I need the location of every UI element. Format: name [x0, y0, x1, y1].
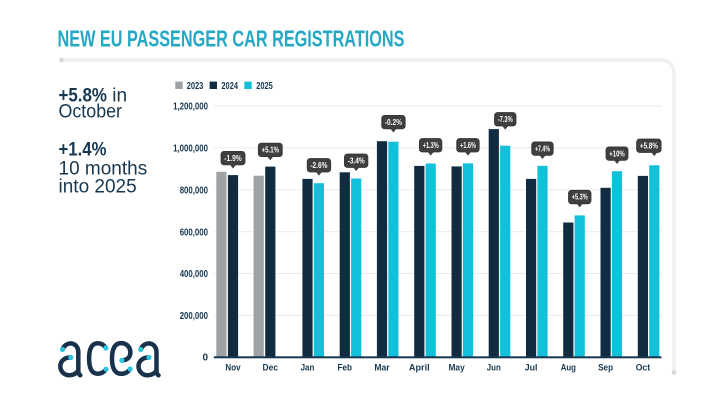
svg-text:Feb: Feb	[338, 362, 353, 372]
svg-text:-1.9%: -1.9%	[224, 154, 242, 163]
svg-text:Jun: Jun	[487, 362, 501, 372]
svg-text:April: April	[409, 362, 430, 372]
svg-text:Mar: Mar	[374, 362, 390, 372]
svg-text:into 2025: into 2025	[59, 177, 137, 198]
svg-text:+5.8% in: +5.8% in	[59, 86, 128, 107]
svg-text:0: 0	[202, 353, 208, 364]
svg-text:10 months: 10 months	[59, 159, 148, 180]
svg-text:May: May	[449, 362, 465, 372]
svg-text:Jan: Jan	[301, 362, 315, 372]
svg-text:-3.4%: -3.4%	[348, 156, 365, 165]
svg-text:+7.4%: +7.4%	[535, 144, 550, 153]
svg-text:-7.3%: -7.3%	[498, 115, 513, 124]
svg-text:+5.8%: +5.8%	[640, 141, 658, 150]
svg-text:-2.6%: -2.6%	[310, 161, 327, 170]
svg-text:Aug: Aug	[561, 362, 576, 372]
svg-text:+1.6%: +1.6%	[460, 141, 476, 150]
svg-text:600,000: 600,000	[180, 227, 209, 238]
svg-text:+1.3%: +1.3%	[423, 141, 439, 150]
svg-text:+5.3%: +5.3%	[572, 193, 588, 202]
svg-text:NEW EU PASSENGER CAR REGISTRAT: NEW EU PASSENGER CAR REGISTRATIONS	[58, 26, 405, 52]
svg-text:Nov: Nov	[225, 362, 240, 372]
svg-text:1,000,000: 1,000,000	[173, 144, 208, 155]
svg-text:1,200,000: 1,200,000	[173, 102, 208, 113]
svg-text:2025: 2025	[256, 80, 273, 92]
svg-text:2024: 2024	[221, 80, 238, 92]
svg-text:200,000: 200,000	[180, 311, 209, 322]
svg-text:+5.1%: +5.1%	[262, 146, 280, 155]
svg-text:Jul: Jul	[525, 362, 538, 372]
svg-text:-0.2%: -0.2%	[385, 118, 402, 127]
svg-text:October: October	[59, 102, 123, 123]
svg-text:800,000: 800,000	[180, 185, 209, 196]
svg-text:+10%: +10%	[609, 149, 625, 158]
svg-text:Oct: Oct	[636, 362, 650, 372]
svg-text:400,000: 400,000	[180, 269, 209, 280]
svg-text:Sep: Sep	[598, 362, 613, 372]
svg-text:Dec: Dec	[263, 362, 279, 372]
svg-text:2023: 2023	[187, 80, 204, 92]
svg-text:+1.4%: +1.4%	[59, 140, 107, 161]
